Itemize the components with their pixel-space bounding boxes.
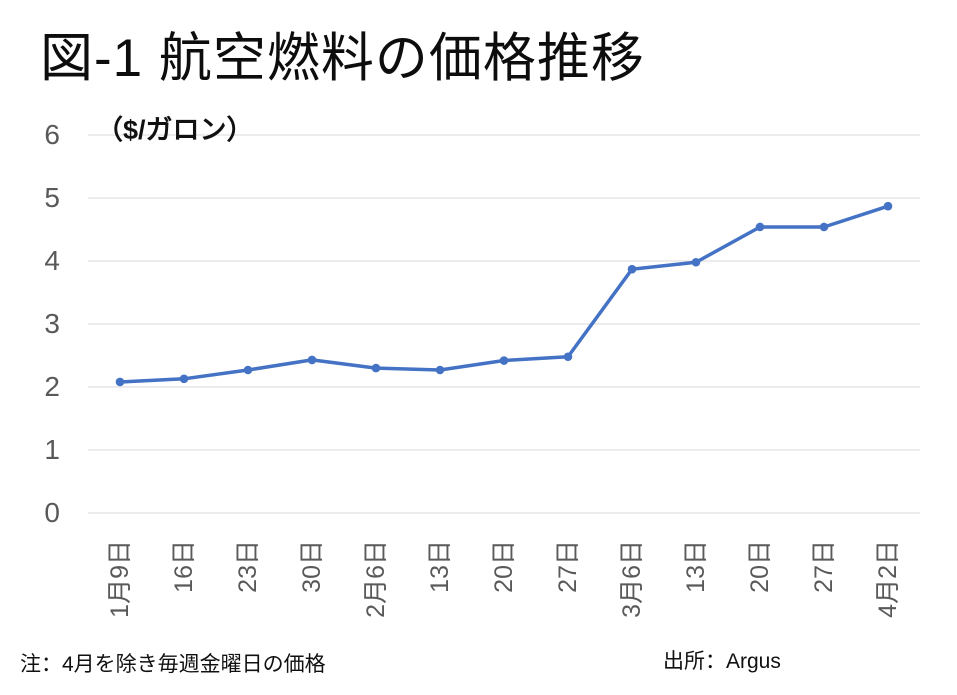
y-tick-label: 4	[44, 245, 60, 276]
x-tick-label: 27日	[810, 540, 838, 593]
data-point-marker	[435, 365, 445, 375]
y-axis-unit-label: （$/ガロン）	[96, 115, 254, 145]
y-tick-label: 5	[44, 182, 60, 213]
gridlines	[88, 134, 920, 514]
x-tick-label: 20日	[490, 540, 518, 593]
x-tick-label: 1月9日	[106, 540, 134, 618]
x-tick-label: 27日	[554, 540, 582, 593]
x-tick-label: 23日	[234, 540, 262, 593]
data-point-marker	[755, 222, 765, 232]
data-point-marker	[691, 257, 701, 267]
y-tick-label: 6	[44, 119, 60, 150]
x-tick-label: 20日	[746, 540, 774, 593]
y-tick-label: 0	[44, 497, 60, 528]
data-point-marker	[179, 374, 189, 384]
data-point-marker	[563, 352, 573, 362]
data-point-marker	[819, 222, 829, 232]
footnote: 注：4月を除き毎週金曜日の価格	[20, 653, 326, 676]
price-line	[118, 204, 890, 384]
x-tick-label: 2月6日	[362, 540, 390, 618]
x-tick-label: 3月6日	[618, 540, 646, 618]
y-tick-label: 2	[44, 371, 60, 402]
y-tick-label: 1	[44, 434, 60, 465]
data-point-marker	[307, 355, 317, 365]
y-tick-label: 3	[44, 308, 60, 339]
price-line-series	[115, 201, 893, 387]
x-tick-label: 30日	[298, 540, 326, 593]
x-tick-label: 13日	[426, 540, 454, 593]
data-point-marker	[243, 365, 253, 375]
x-tick-label: 13日	[682, 540, 710, 593]
chart-title: 図-1 航空燃料の価格推移	[40, 29, 645, 88]
data-point-marker	[115, 377, 125, 387]
x-tick-label: 16日	[170, 540, 198, 593]
data-point-marker	[883, 201, 893, 211]
data-point-marker	[371, 363, 381, 373]
data-point-marker	[499, 356, 509, 365]
x-tick-label: 4月2日	[874, 540, 902, 618]
source-label: 出所：Argus	[663, 650, 781, 673]
data-point-marker	[627, 264, 637, 274]
